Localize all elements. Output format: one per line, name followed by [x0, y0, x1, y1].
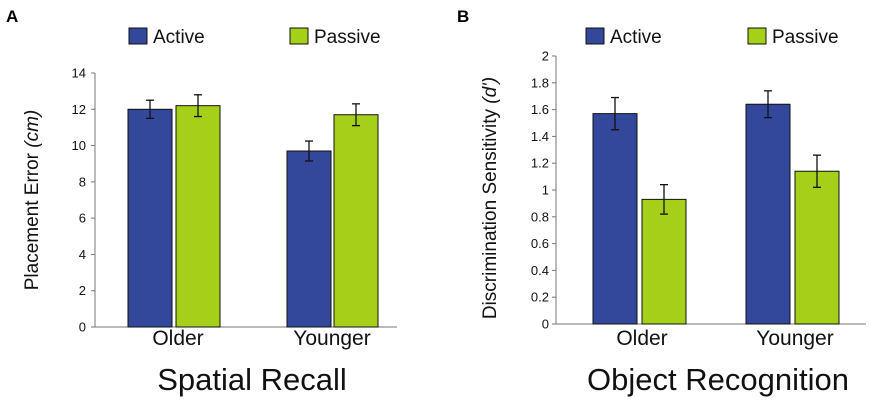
panel-a-y-tick-label: 12	[72, 102, 86, 117]
panel-b-y-tick-label: 0.6	[531, 236, 549, 251]
panel-a-bar-active-older	[127, 108, 173, 328]
panel-b-label: B	[457, 7, 469, 26]
panel-a-y-tick-label: 6	[79, 211, 86, 226]
panel-a-legend-label: Passive	[314, 27, 381, 48]
panel-b-y-tick-label: 1.6	[531, 102, 549, 117]
panel-b-y-tick-label: 1.4	[531, 129, 549, 144]
panel-a-y-tick-label: 4	[79, 247, 86, 262]
panel-a-y-axis-title: Placement Error (cm)	[22, 110, 43, 291]
panel-a-label: A	[6, 7, 18, 26]
panel-b-legend-swatch-active	[585, 27, 605, 45]
panel-a-legend-label: Active	[153, 27, 205, 48]
panel-a-title: Spatial Recall	[157, 362, 347, 397]
panel-a-category-label: Younger	[293, 327, 370, 350]
panel-b-category-label: Younger	[756, 327, 833, 350]
panel-b-y-tick-label: 0.8	[531, 209, 549, 224]
panel-a-y-tick-label: 2	[79, 283, 86, 298]
panel-b-y-tick-label: 1.8	[531, 75, 549, 90]
panel-b-bar-active-younger	[745, 103, 791, 325]
panel-b-y-tick-label: 1.2	[531, 156, 549, 171]
panel-b-bar-passive-younger	[794, 170, 840, 325]
panel-a-category-label: Older	[152, 327, 203, 350]
panel-b-y-tick-label: 2	[542, 49, 549, 64]
panel-a-y-tick-label: 10	[72, 138, 86, 153]
panel-b-y-axis-title: Discrimination Sensitivity (d')	[480, 77, 501, 319]
panel-b-legend-label: Active	[610, 27, 662, 48]
panel-a-y-tick-label: 0	[79, 320, 86, 335]
panel-a-legend-swatch-passive	[289, 27, 309, 45]
panel-b-y-tick-label: 0.2	[531, 290, 549, 305]
panel-b-legend-swatch-passive	[747, 27, 767, 45]
panel-a-bar-active-younger	[286, 150, 332, 328]
panel-b-title: Object Recognition	[587, 362, 849, 397]
panel-b-legend-label: Passive	[772, 27, 839, 48]
panel-b-y-tick-label: 1	[542, 183, 549, 198]
panel-a-bar-passive-younger	[333, 114, 379, 328]
panel-b-bar-active-older	[592, 113, 638, 325]
panel-b-bar-passive-older	[641, 198, 687, 325]
panel-b-y-tick-label: 0	[542, 317, 549, 332]
panel-b-category-label: Older	[616, 327, 667, 350]
panel-a-legend-swatch-active	[128, 27, 148, 45]
panel-a-y-tick-label: 14	[72, 66, 86, 81]
panel-a-y-tick-label: 8	[79, 174, 86, 189]
panel-a-bar-passive-older	[175, 105, 221, 328]
panel-b-y-tick-label: 0.4	[531, 263, 549, 278]
